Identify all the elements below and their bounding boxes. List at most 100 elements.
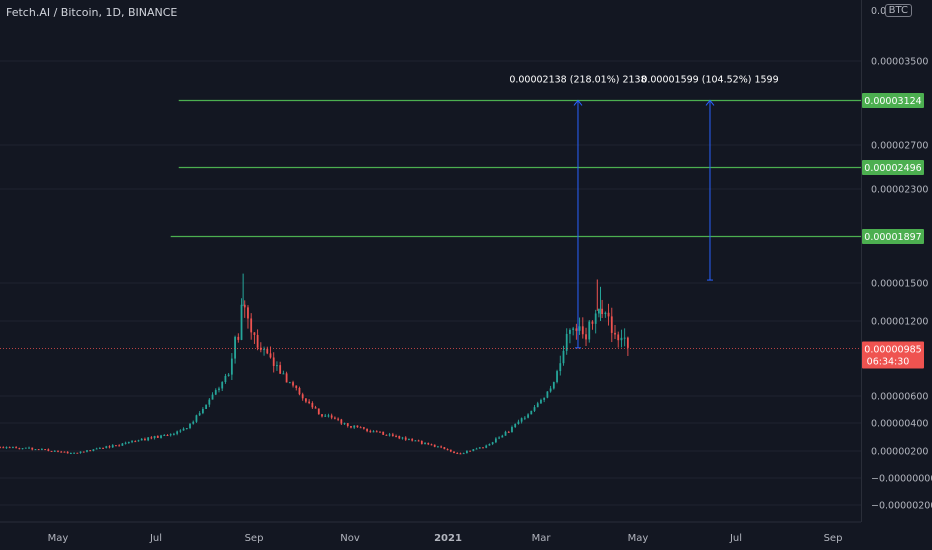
candle-body [507,431,510,433]
candle-body [501,435,504,438]
candle-body [279,365,282,374]
candle-body [92,449,95,451]
candle-body [520,418,523,422]
candle-body [66,451,69,454]
x-tick-label: Nov [340,533,360,544]
candle-body [433,444,436,447]
candle-body [488,443,491,446]
candle-body [18,448,21,450]
candle-body [50,450,53,452]
candle-body [256,334,259,348]
candle-body [369,431,372,433]
candle-body [472,449,475,452]
candle-body [24,447,27,449]
candle-body [86,450,88,452]
y-tick-label: −0.00000000 [871,474,932,485]
candle-body [189,423,191,429]
candle-body [601,308,604,315]
candle-body [276,365,278,367]
countdown-label: 06:34:30 [867,357,910,368]
candle-body [375,431,378,433]
currency-badge[interactable]: BTC [884,4,912,17]
candle-body [311,403,314,408]
candle-body [227,374,230,376]
candle-body [15,447,18,449]
candle-body [478,447,481,449]
y-tick-label: 0.00002300 [871,185,928,196]
candle-body [127,441,130,443]
candle-body [475,448,478,450]
candle-body [131,441,133,443]
candle-body [575,328,578,331]
candle-body [572,328,575,330]
candle-body [340,419,343,424]
candle-body [140,438,143,441]
candle-body [395,435,397,437]
candle-body [53,450,56,452]
candle-body [366,428,368,432]
candle-body [5,447,8,449]
candle-body [292,382,294,386]
candle-body [350,426,352,428]
candle-body [118,445,121,447]
candle-body [285,373,288,383]
x-tick-label: Jul [729,533,742,544]
candle-body [253,332,256,335]
candle-body [324,415,327,417]
y-tick-label: 0.00000200 [871,447,928,458]
x-tick-label: Jul [149,533,162,544]
candle-body [430,444,433,446]
candle-body [424,443,426,445]
candle-body [317,408,320,415]
candle-body [398,435,401,439]
candle-body [82,451,85,453]
candle-body [63,451,66,453]
candle-body [443,447,446,450]
candle-body [391,434,394,436]
candle-body [514,424,517,428]
x-tick-label: May [48,533,69,544]
candle-body [89,450,92,452]
measure-label: 0.00001599 (104.52%) 1599 [641,74,778,85]
candle-body [124,442,127,444]
x-tick-label: Sep [245,533,264,544]
candle-body [111,445,114,448]
candle-body [482,447,484,449]
level-price-label: 0.00002496 [864,163,921,174]
candle-body [562,350,565,364]
candle-body [221,382,224,389]
candle-body [465,450,468,454]
candle-body [359,427,362,429]
candle-body [598,308,600,314]
candle-body [533,407,536,411]
x-axis[interactable]: May Jul Sep Nov 2021 Mar May Jul Sep [0,521,861,544]
candle-body [308,401,311,404]
candle-body [240,304,243,340]
y-axis[interactable]: 0.0 0.00003500 0.00002700 0.00002300 0.00001… [861,0,932,550]
candle-body [95,448,98,450]
candle-body [305,398,307,402]
candle-body [208,399,211,405]
candle-body [47,449,50,451]
candle-body [527,414,529,418]
candle-body [108,446,111,448]
candle-body [259,347,262,350]
candle-body [417,440,420,442]
candle-body [414,440,417,442]
candle-body [98,447,101,449]
candle-body [185,428,188,430]
x-tick-label: 2021 [434,533,462,544]
candle-body [437,446,439,448]
candle-body [160,435,162,438]
level-price-badge [862,229,924,244]
candle-body [198,413,201,416]
candle-body [8,447,11,449]
candle-body [57,450,59,452]
candle-body [201,408,204,414]
candle-body [60,451,63,453]
level-price-label: 0.00001897 [864,232,921,243]
candle-body [234,336,236,359]
y-tick-label: 0.0 [871,6,886,17]
